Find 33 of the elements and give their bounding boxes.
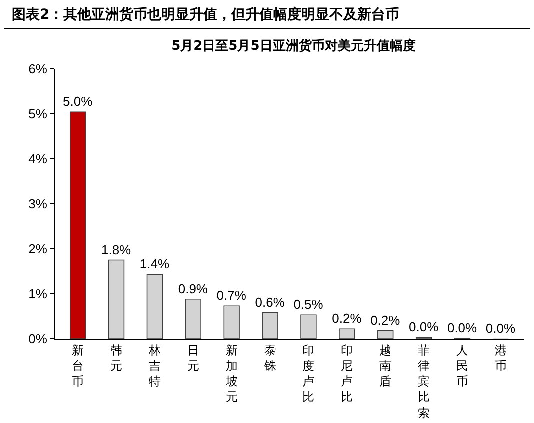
x-tick-label: 印尼卢比	[341, 343, 354, 404]
x-tick-label: 印度卢比	[302, 343, 315, 404]
chart-title: 图表2：其他亚洲货币也明显升值，但升值幅度明显不及新台币	[4, 0, 530, 29]
y-tick-label: 6%	[28, 62, 48, 77]
y-tick-label: 4%	[28, 152, 48, 167]
x-tick-label: 越南盾	[380, 343, 392, 389]
x-tick-label: 新加坡元	[224, 343, 238, 404]
data-label: 0.0%	[486, 321, 516, 336]
data-label: 0.9%	[178, 281, 208, 296]
y-tick-label: 0%	[28, 332, 48, 347]
x-tick-label: 新台币	[72, 343, 84, 389]
data-label: 0.7%	[216, 288, 247, 304]
y-tick-label: 1%	[28, 286, 48, 302]
y-tick-label: 3%	[28, 196, 48, 212]
y-tick-label: 5%	[28, 106, 48, 122]
data-label: 0.0%	[447, 320, 478, 336]
data-label: 0.2%	[370, 312, 401, 328]
x-tick-label: 韩元	[110, 343, 123, 373]
x-tick-label: 林吉特	[148, 343, 161, 389]
data-label: 0.2%	[332, 311, 362, 326]
chart-subtitle: 5月2日至5月5日亚洲货币对美元升值幅度	[172, 38, 416, 54]
data-label: 1.4%	[140, 256, 170, 272]
x-tick-label: 人民币	[456, 343, 468, 389]
data-label: 0.5%	[294, 297, 324, 312]
data-label: 0.6%	[255, 294, 286, 310]
x-tick-label: 港币	[494, 343, 507, 373]
data-label: 1.8%	[101, 242, 132, 258]
x-tick-label: 菲律宾比索	[418, 343, 430, 420]
data-label: 5.0%	[63, 94, 94, 110]
y-tick-label: 2%	[28, 242, 48, 257]
x-tick-label: 泰铢	[263, 343, 276, 373]
x-tick-label: 日元	[187, 343, 200, 373]
data-label: 0.0%	[409, 320, 440, 335]
